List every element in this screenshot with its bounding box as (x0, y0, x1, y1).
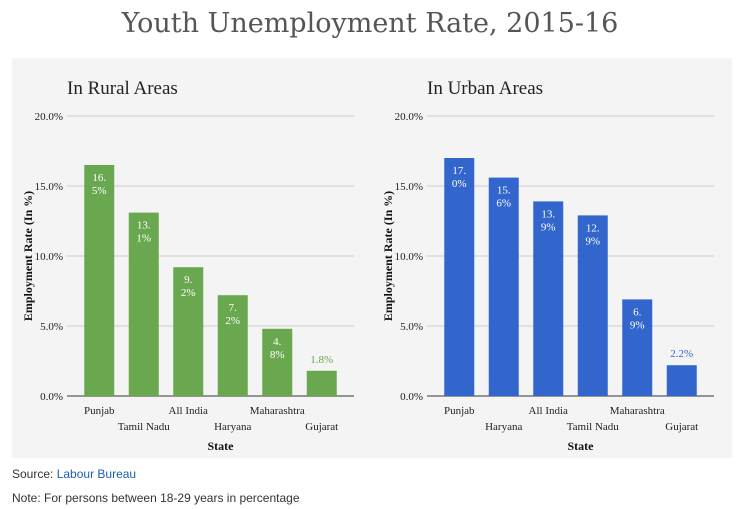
data-label: 16. (92, 172, 106, 184)
y-tick-label: 5.0% (400, 321, 423, 333)
bar-punjab[interactable] (444, 158, 475, 396)
data-label: 9% (585, 235, 600, 247)
source-link[interactable]: Labour Bureau (56, 467, 137, 481)
y-tick-label: 20.0% (35, 111, 63, 123)
y-axis-title: Employment Rate (In %) (21, 191, 35, 321)
data-label: 9. (184, 274, 193, 286)
bar-gujarat[interactable] (666, 365, 697, 396)
note-line: Note: For persons between 18-29 years in… (12, 491, 300, 505)
data-label: 13. (541, 208, 555, 220)
x-tick-label: Haryana (485, 421, 522, 433)
bar-maharashtra[interactable] (622, 299, 653, 396)
data-label: 0% (452, 178, 467, 190)
data-label: 2% (181, 287, 196, 299)
x-tick-label: Tamil Nadu (118, 421, 171, 433)
data-label: 2.2% (670, 348, 693, 360)
source-line: Source: Labour Bureau (12, 467, 136, 481)
y-axis-title: Employment Rate (In %) (381, 191, 395, 321)
bar-punjab[interactable] (84, 165, 115, 396)
data-label: 9% (541, 221, 556, 233)
bar-all-india[interactable] (173, 267, 204, 396)
x-tick-label: Tamil Nadu (567, 421, 620, 433)
data-label: 13. (137, 220, 151, 232)
x-tick-label: All India (529, 405, 569, 417)
x-tick-label: Haryana (214, 421, 251, 433)
data-label: 2% (225, 315, 240, 327)
x-tick-label: Gujarat (305, 421, 338, 433)
page-title: Youth Unemployment Rate, 2015-16 (121, 8, 619, 39)
data-label: 1% (136, 233, 151, 245)
data-label: 1.8% (310, 354, 333, 366)
data-label: 6% (496, 198, 511, 210)
bar-tamil-nadu[interactable] (128, 212, 159, 396)
data-label: 9% (630, 319, 645, 331)
y-tick-label: 5.0% (40, 321, 63, 333)
bar-haryana[interactable] (488, 177, 519, 396)
x-tick-label: Maharashtra (610, 405, 665, 417)
y-tick-label: 15.0% (395, 181, 423, 193)
panel-title: In Rural Areas (67, 78, 178, 99)
bar-maharashtra[interactable] (262, 328, 293, 396)
y-tick-label: 20.0% (395, 111, 423, 123)
urban-chart: In Urban Areas0.0%5.0%10.0%15.0%20.0%Emp… (381, 78, 714, 453)
panel-title: In Urban Areas (427, 78, 543, 99)
y-tick-label: 0.0% (40, 391, 63, 403)
data-label: 17. (452, 165, 466, 177)
rural-chart: In Rural Areas 0.0% 5.0% 10.0% 15.0% 20.0% Emp… (21, 78, 354, 453)
x-tick-label: Punjab (84, 405, 115, 417)
y-tick-label: 10.0% (35, 251, 63, 263)
data-label: 15. (497, 185, 511, 197)
y-tick-label: 0.0% (400, 391, 423, 403)
source-label: Source: (12, 467, 57, 481)
data-label: 6. (633, 306, 642, 318)
y-tick-label: 10.0% (395, 251, 423, 263)
data-label: 12. (586, 222, 600, 234)
y-tick-label: 15.0% (35, 181, 63, 193)
x-tick-label: Punjab (444, 405, 475, 417)
bar-tamil-nadu[interactable] (577, 215, 608, 396)
x-tick-label: Gujarat (665, 421, 698, 433)
bar-haryana[interactable] (217, 295, 248, 396)
data-label: 5% (92, 185, 107, 197)
x-tick-label: Maharashtra (250, 405, 305, 417)
data-label: 4. (273, 336, 282, 348)
data-label: 7. (229, 302, 238, 314)
data-label: 8% (270, 349, 285, 361)
x-axis-title: State (208, 439, 235, 453)
bar-all-india[interactable] (533, 201, 564, 396)
x-axis-title: State (568, 439, 595, 453)
bar-gujarat[interactable] (306, 370, 337, 396)
x-tick-label: All India (169, 405, 209, 417)
